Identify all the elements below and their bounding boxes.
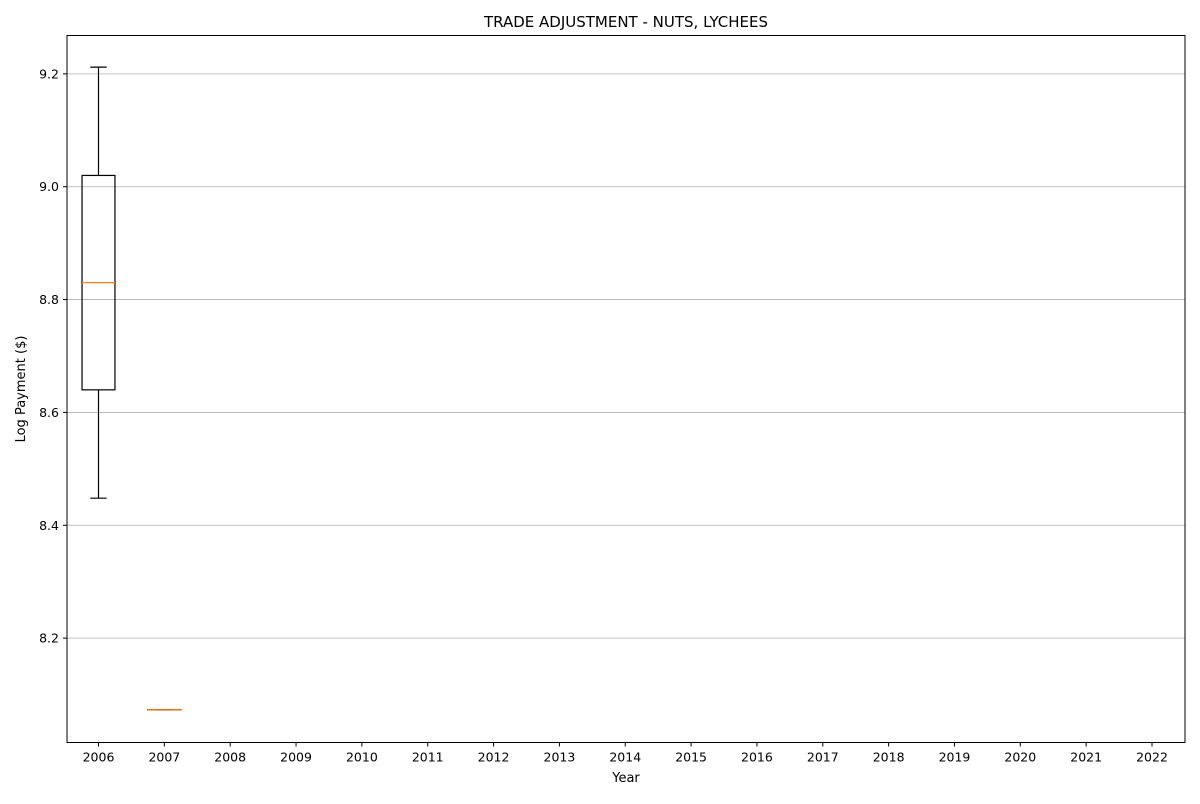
x-tick-label: 2021	[1070, 750, 1102, 765]
x-tick-label: 2018	[873, 750, 905, 765]
x-axis: 2006 2007 2008 2009 2010 2011 2012 2013 2014 2015…	[83, 743, 1168, 765]
x-tick-label: 2014	[609, 750, 641, 765]
x-tick-label: 2015	[675, 750, 707, 765]
y-tick-label: 8.2	[39, 631, 59, 646]
y-tick-label: 9.0	[39, 179, 59, 194]
plot-frame	[67, 36, 1185, 743]
y-tick-label: 9.2	[39, 66, 59, 81]
x-tick-label: 2006	[83, 750, 115, 765]
x-tick-label: 2019	[939, 750, 971, 765]
chart-title: TRADE ADJUSTMENT - NUTS, LYCHEES	[483, 13, 768, 31]
x-tick-label: 2020	[1004, 750, 1036, 765]
x-axis-label: Year	[611, 771, 640, 786]
box-layer	[82, 67, 181, 710]
x-tick-label: 2008	[214, 750, 246, 765]
x-tick-label: 2022	[1136, 750, 1168, 765]
x-tick-label: 2011	[412, 750, 444, 765]
x-tick-label: 2009	[280, 750, 312, 765]
box-2006	[82, 67, 115, 498]
x-tick-label: 2012	[478, 750, 510, 765]
y-tick-label: 8.4	[39, 518, 59, 533]
x-tick-label: 2017	[807, 750, 839, 765]
y-tick-label: 8.6	[39, 405, 59, 420]
y-tick-label: 8.8	[39, 292, 59, 307]
x-tick-label: 2010	[346, 750, 378, 765]
x-tick-label: 2007	[148, 750, 180, 765]
grid-layer	[67, 74, 1185, 638]
y-axis-label: Log Payment ($)	[14, 336, 29, 443]
x-tick-label: 2016	[741, 750, 773, 765]
y-axis: 8.2 8.4 8.6 8.8 9.0 9.2	[39, 66, 67, 645]
x-tick-label: 2013	[544, 750, 576, 765]
